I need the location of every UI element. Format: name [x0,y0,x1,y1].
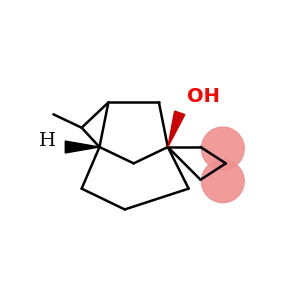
Text: H: H [39,132,56,150]
Circle shape [201,127,244,170]
Polygon shape [65,141,100,153]
Circle shape [201,160,244,202]
Text: OH: OH [187,87,220,106]
Polygon shape [168,111,185,147]
